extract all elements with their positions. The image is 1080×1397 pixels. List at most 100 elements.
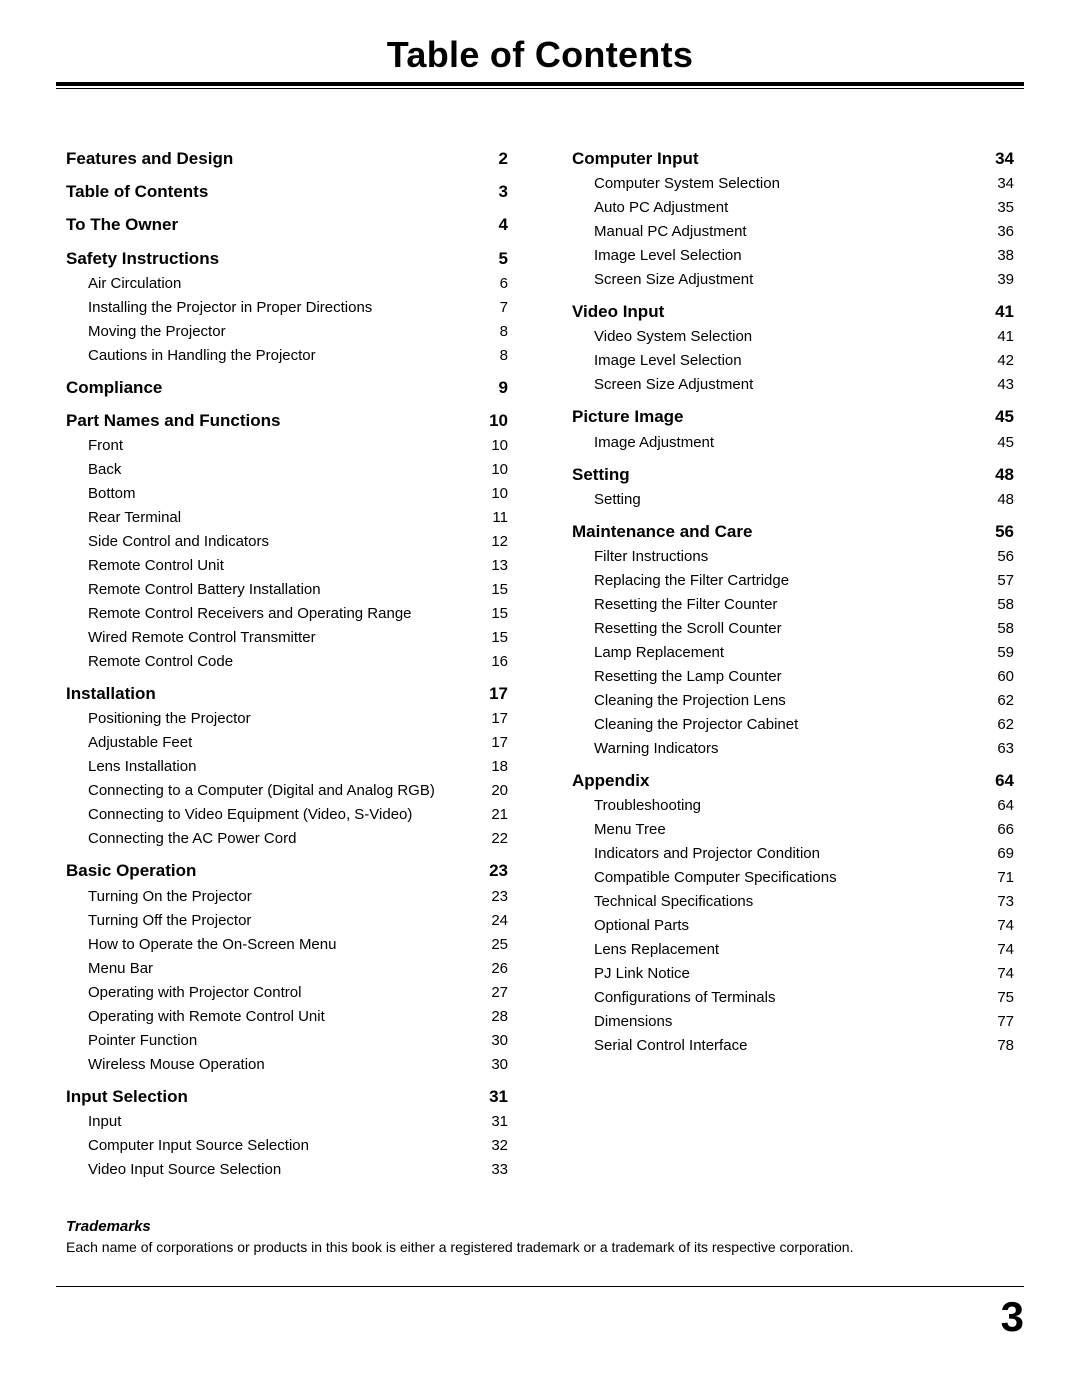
toc-item: Warning Indicators63 xyxy=(572,737,1014,761)
toc-column-left: Features and Design2Table of Contents3To… xyxy=(66,139,508,1182)
toc-label: Remote Control Receivers and Operating R… xyxy=(88,602,412,626)
document-page: Table of Contents Features and Design 2 Ta… xyxy=(0,0,1080,1397)
toc-page-number: 69 xyxy=(990,842,1014,866)
toc-column-right: Computer Input34Computer System Selectio… xyxy=(572,139,1014,1182)
toc-item: Installing the Projector in Proper Direc… xyxy=(66,296,508,320)
toc-section: Appendix64 xyxy=(572,767,1014,794)
toc-container: Features and Design2Table of Contents3To… xyxy=(56,139,1024,1182)
toc-section: Setting48 xyxy=(572,461,1014,488)
toc-page-number: 31 xyxy=(484,1083,508,1110)
toc-page-number: 63 xyxy=(990,737,1014,761)
toc-page-number: 28 xyxy=(484,1005,508,1029)
toc-page-number: 15 xyxy=(484,602,508,626)
toc-item: Connecting the AC Power Cord22 xyxy=(66,827,508,851)
toc-label: Menu Tree xyxy=(594,818,666,842)
toc-label: Maintenance and Care xyxy=(572,518,752,545)
toc-page-number: 24 xyxy=(484,909,508,933)
toc-section: To The Owner4 xyxy=(66,211,508,238)
toc-section: Safety Instructions5 xyxy=(66,245,508,272)
toc-page-number: 45 xyxy=(990,403,1014,430)
toc-page-number: 30 xyxy=(484,1029,508,1053)
trademarks-title: Trademarks xyxy=(66,1218,1014,1235)
toc-page-number: 2 xyxy=(484,145,508,172)
toc-item: Front10 xyxy=(66,434,508,458)
toc-label: Table of Contents xyxy=(66,178,208,205)
toc-label: Image Level Selection xyxy=(594,349,742,373)
toc-item: Side Control and Indicators12 xyxy=(66,530,508,554)
toc-item: Cleaning the Projector Cabinet62 xyxy=(572,713,1014,737)
toc-label: Connecting to Video Equipment (Video, S-… xyxy=(88,803,412,827)
toc-page-number: 48 xyxy=(990,488,1014,512)
toc-item: Connecting to a Computer (Digital and An… xyxy=(66,779,508,803)
toc-label: Troubleshooting xyxy=(594,794,701,818)
toc-page-number: 25 xyxy=(484,933,508,957)
toc-page-number: 78 xyxy=(990,1034,1014,1058)
toc-item: Optional Parts74 xyxy=(572,914,1014,938)
toc-page-number: 10 xyxy=(484,407,508,434)
toc-label: Input Selection xyxy=(66,1083,188,1110)
toc-section: Installation17 xyxy=(66,680,508,707)
toc-page-number: 56 xyxy=(990,545,1014,569)
toc-page-number: 18 xyxy=(484,755,508,779)
toc-page-number: 48 xyxy=(990,461,1014,488)
toc-page-number: 60 xyxy=(990,665,1014,689)
toc-label: Remote Control Unit xyxy=(88,554,224,578)
toc-item: Replacing the Filter Cartridge57 xyxy=(572,569,1014,593)
toc-label: Cleaning the Projection Lens xyxy=(594,689,786,713)
toc-label: Video Input Source Selection xyxy=(88,1158,281,1182)
toc-item: Remote Control Receivers and Operating R… xyxy=(66,602,508,626)
toc-page-number: 75 xyxy=(990,986,1014,1010)
toc-item: Lens Replacement74 xyxy=(572,938,1014,962)
toc-page-number: 15 xyxy=(484,578,508,602)
toc-label: Resetting the Lamp Counter xyxy=(594,665,782,689)
toc-label: Connecting the AC Power Cord xyxy=(88,827,296,851)
toc-item: Technical Specifications73 xyxy=(572,890,1014,914)
toc-page-number: 5 xyxy=(484,245,508,272)
toc-label: Dimensions xyxy=(594,1010,672,1034)
toc-label: To The Owner xyxy=(66,211,178,238)
toc-label: Screen Size Adjustment xyxy=(594,268,753,292)
toc-item: Cautions in Handling the Projector8 xyxy=(66,344,508,368)
toc-page-number: 41 xyxy=(990,325,1014,349)
toc-item: Cleaning the Projection Lens 62 xyxy=(572,689,1014,713)
toc-page-number: 23 xyxy=(484,857,508,884)
toc-page-number: 34 xyxy=(990,145,1014,172)
toc-item: Wireless Mouse Operation30 xyxy=(66,1053,508,1077)
toc-label: Compatible Computer Specifications xyxy=(594,866,837,890)
toc-label: Air Circulation xyxy=(88,272,181,296)
toc-page-number: 20 xyxy=(484,779,508,803)
toc-item: Serial Control Interface78 xyxy=(572,1034,1014,1058)
toc-label: Part Names and Functions xyxy=(66,407,280,434)
toc-label: PJ Link Notice xyxy=(594,962,690,986)
toc-page-number: 45 xyxy=(990,431,1014,455)
title-rule-thin xyxy=(56,88,1024,89)
toc-page-number: 73 xyxy=(990,890,1014,914)
toc-page-number: 33 xyxy=(484,1158,508,1182)
toc-label: Installation xyxy=(66,680,156,707)
toc-item: Operating with Projector Control27 xyxy=(66,981,508,1005)
toc-page-number: 58 xyxy=(990,593,1014,617)
toc-page-number: 64 xyxy=(990,794,1014,818)
toc-page-number: 8 xyxy=(484,344,508,368)
toc-label: Appendix xyxy=(572,767,649,794)
toc-item: Operating with Remote Control Unit28 xyxy=(66,1005,508,1029)
title-rule-thick xyxy=(56,82,1024,86)
toc-label: Adjustable Feet xyxy=(88,731,192,755)
toc-label: Wireless Mouse Operation xyxy=(88,1053,265,1077)
page-title: Table of Contents xyxy=(56,34,1024,76)
toc-page-number: 17 xyxy=(484,707,508,731)
toc-item: Compatible Computer Specifications71 xyxy=(572,866,1014,890)
toc-label: Setting xyxy=(594,488,641,512)
toc-item: Image Adjustment45 xyxy=(572,431,1014,455)
toc-page-number: 62 xyxy=(990,689,1014,713)
toc-page-number: 16 xyxy=(484,650,508,674)
toc-label: Remote Control Battery Installation xyxy=(88,578,321,602)
toc-label: Features and Design xyxy=(66,145,233,172)
toc-item: Input31 xyxy=(66,1110,508,1134)
toc-label: Menu Bar xyxy=(88,957,153,981)
toc-page-number: 21 xyxy=(484,803,508,827)
toc-item: Configurations of Terminals75 xyxy=(572,986,1014,1010)
toc-page-number: 31 xyxy=(484,1110,508,1134)
toc-label: Image Level Selection xyxy=(594,244,742,268)
toc-item: Back10 xyxy=(66,458,508,482)
